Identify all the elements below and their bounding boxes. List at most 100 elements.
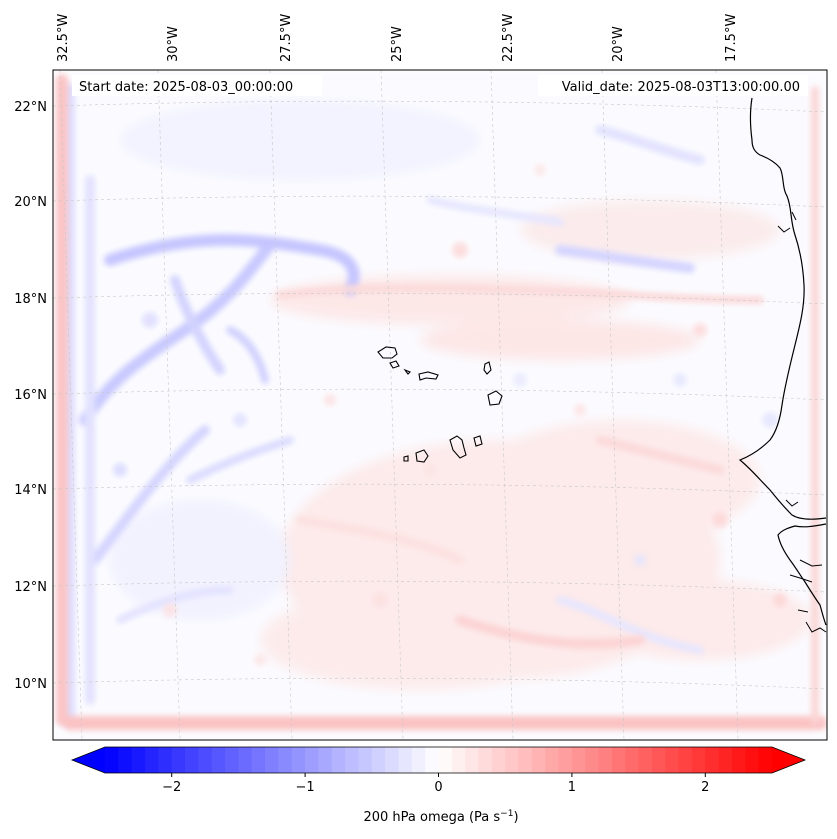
colorbar-cell [518,747,533,773]
colorbar-cell [145,747,159,773]
colorbar-tick-label: 0 [434,780,442,795]
colorbar-cell [185,747,199,773]
island-santa-luzia [403,368,411,375]
colorbar-cell [745,747,760,773]
meridian-line [490,70,514,740]
colorbar-title-exponent: −1 [500,809,513,819]
parallel-line [53,580,827,593]
colorbar-cell [531,747,546,773]
meridian-line [380,70,404,740]
longitude-labels: 32.5°W 30°W 27.5°W 25°W 22.5°W 20°W 17.5… [56,14,739,62]
colorbar-outline [70,746,807,774]
island-santiago [449,435,467,459]
start-date-label: Start date: 2025-08-03_00:00:00 [79,80,293,95]
colorbar-cell [678,747,693,773]
colorbar-cell [131,747,146,773]
africa-detail [777,211,799,507]
parallel-line [53,483,827,496]
colorbar-title-close: ) [513,810,518,825]
colorbar-cell [598,747,613,773]
colorbar-cell [691,747,706,773]
omega-field [53,70,827,740]
colorbar-title: 200 hPa omega (Pa s−1) [363,809,518,825]
island-fogo [415,449,429,463]
colorbar-cell [211,747,226,773]
island-maio [473,435,483,447]
valid-date-label: Valid_date: 2025-08-03T13:00:00.00 [562,80,800,95]
colorbar-cell [491,747,506,773]
colorbar-cell [345,747,360,773]
africa-coastline [738,97,827,520]
meridian-line [715,70,739,740]
colorbar-cell [398,747,413,773]
colorbar-cell [118,747,133,773]
colorbar-cell [451,747,466,773]
colorbar-tick-label: 2 [701,780,709,795]
colorbar-cell [358,747,373,773]
colorbar-cell [718,747,733,773]
start-date-box [72,75,322,96]
parallel-line [53,292,827,305]
colorbar-cell [291,747,306,773]
lon-label: 17.5°W [724,14,739,62]
colorbar-cell [411,747,426,773]
valid-date-box [538,75,808,96]
colorbar-tick-label: −1 [296,780,315,795]
island-sao-nicolau [418,371,439,381]
cape-verde-islands [377,346,503,463]
parallel-line [53,195,827,208]
colorbar-cell [731,747,746,773]
colorbar-cell [558,747,573,773]
colorbar-cell [225,747,239,773]
colorbar-cell [318,747,333,773]
colorbar-cell [385,747,400,773]
colorbar-ticks: −2 −1 0 1 2 [162,773,709,795]
colorbar-cell [238,747,253,773]
lon-label: 30°W [166,26,181,62]
island-sal [483,361,492,375]
lat-label: 20°N [14,195,47,210]
parallel-line [53,388,827,401]
colorbar-cell [425,747,440,773]
colorbar-cell [478,747,493,773]
island-santo-antao [377,346,398,359]
gridlines [53,70,827,740]
lon-label: 20°W [611,26,626,62]
colorbar-cell [505,747,520,773]
lat-label: 22°N [14,100,47,115]
lat-label: 14°N [14,483,47,498]
colorbar-cell [305,747,320,773]
colorbar-cell [545,747,560,773]
island-sao-vicente [389,360,400,369]
map-panel: Start date: 2025-08-03_00:00:00 Valid_da… [14,14,828,741]
lon-label: 22.5°W [501,14,516,62]
colorbar-cell [331,747,346,773]
meridian-line [59,70,83,740]
colorbar-cell [665,747,680,773]
meridian-line [157,70,181,740]
lon-label: 25°W [390,26,405,62]
meridian-line [601,70,625,740]
map-frame [52,69,828,741]
guinea-bissau-coast [789,559,827,633]
lat-label: 16°N [14,388,47,403]
senegal-coast [777,523,827,626]
colorbar: −2 −1 0 1 2 200 hPa omega (Pa s−1) [70,746,807,825]
colorbar-min-extend [72,747,105,773]
colorbar-cell [198,747,213,773]
colorbar-max-extend [772,747,805,773]
colorbar-tick-label: 1 [568,780,576,795]
colorbar-cell [371,747,386,773]
colorbar-cell [585,747,600,773]
colorbar-cells [105,747,773,773]
lat-label: 10°N [14,677,47,692]
colorbar-cell [611,747,626,773]
colorbar-cell [251,747,266,773]
latitude-labels: 22°N 20°N 18°N 16°N 14°N 12°N 10°N [14,100,47,692]
colorbar-tick-label: −2 [162,780,181,795]
parallel-line [53,677,827,690]
meridian-line [269,70,293,740]
colorbar-cell [625,747,640,773]
colorbar-cell [705,747,720,773]
